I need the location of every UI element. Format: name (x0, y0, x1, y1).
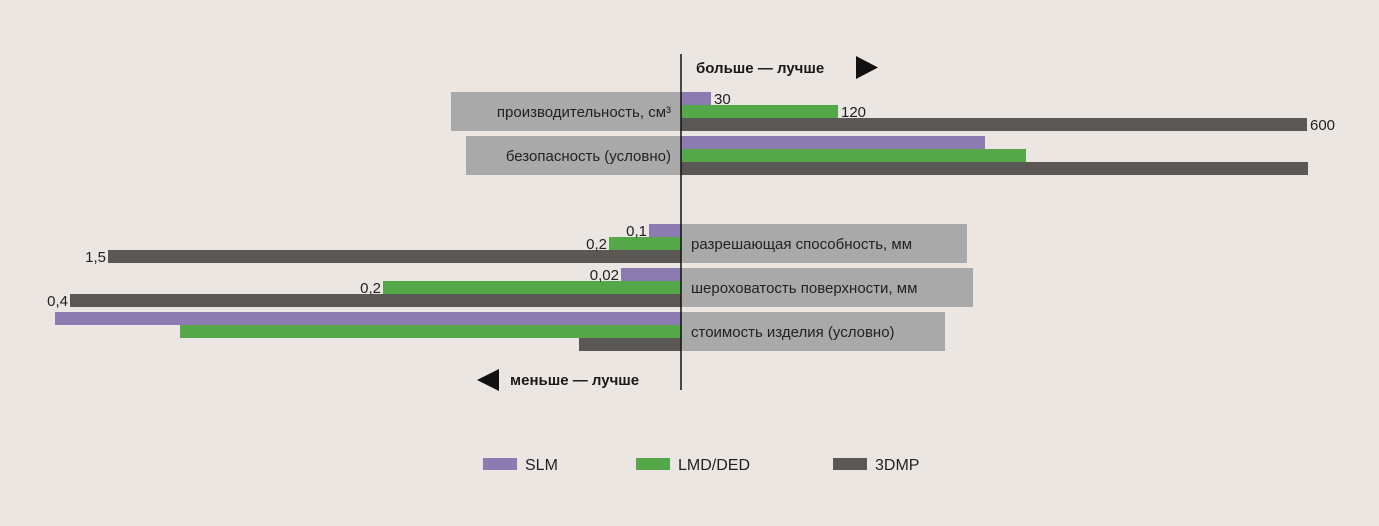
data-label: 0,2 (586, 236, 607, 253)
category-label: производительность, см³ (497, 104, 671, 121)
bar-3dmp (681, 162, 1308, 175)
data-label: 0,1 (626, 223, 647, 240)
bar-lmdded (681, 105, 838, 118)
labels-layer: производительность, см³ 30 120 600 безопасно… (47, 91, 1335, 351)
bar-lmdded (681, 149, 1026, 162)
data-label: 1,5 (85, 249, 106, 266)
bar-slm (55, 312, 681, 325)
legend-label: 3DMP (875, 457, 919, 474)
category-label: безопасность (условно) (506, 148, 671, 165)
bar-lmdded (383, 281, 681, 294)
bar-slm (621, 268, 681, 281)
category-label-box (681, 224, 967, 263)
header-less-better: меньше — лучше (510, 372, 639, 389)
bar-3dmp (681, 118, 1307, 131)
bar-slm (649, 224, 681, 237)
category-label-box (466, 136, 681, 175)
bar-slm (681, 136, 985, 149)
bars-layer (55, 92, 1308, 351)
legend-label: SLM (525, 457, 558, 474)
data-label: 0,4 (47, 293, 68, 310)
data-label: 600 (1310, 117, 1335, 134)
category-label: стоимость изделия (условно) (691, 324, 895, 341)
category-label: разрешающая способность, мм (691, 236, 912, 253)
legend-swatch (483, 458, 517, 470)
data-label: 120 (841, 104, 866, 121)
legend-label: LMD/DED (678, 457, 750, 474)
arrow-right-icon (856, 56, 878, 79)
data-label: 30 (714, 91, 731, 108)
data-label: 0,02 (590, 267, 619, 284)
bar-3dmp (579, 338, 681, 351)
category-label-box (681, 268, 973, 307)
bar-lmdded (180, 325, 681, 338)
legend: SLM LMD/DED 3DMP (483, 457, 919, 474)
category-label: шероховатость поверхности, мм (691, 280, 917, 297)
bar-3dmp (108, 250, 681, 263)
legend-swatch (833, 458, 867, 470)
header-more-better: больше — лучше (696, 60, 824, 77)
legend-swatch (636, 458, 670, 470)
bar-slm (681, 92, 711, 105)
bar-lmdded (609, 237, 681, 250)
bar-3dmp (70, 294, 681, 307)
data-label: 0,2 (360, 280, 381, 297)
category-label-box (681, 312, 945, 351)
arrow-left-icon (477, 369, 499, 391)
category-label-box (451, 92, 681, 131)
